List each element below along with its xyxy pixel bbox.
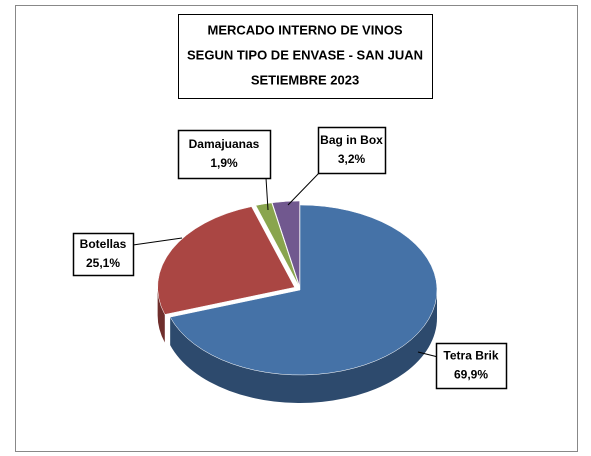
label-category: Tetra Brik: [443, 349, 498, 363]
pie-slice: [169, 204, 438, 376]
label-box: [177, 129, 272, 180]
label-value: 3,2%: [338, 152, 366, 166]
pie-slice: [255, 202, 300, 287]
leader-line: [265, 177, 269, 211]
label-category: Damajuanas: [189, 137, 260, 151]
label-box: [72, 232, 135, 277]
label-box: [317, 126, 387, 175]
chart-title: SETIEMBRE 2023: [251, 72, 359, 87]
label-value: 1,9%: [210, 156, 238, 170]
label-value: 25,1%: [86, 256, 120, 270]
chart-title: SEGUN TIPO DE ENVASE - SAN JUAN: [187, 47, 423, 62]
pie-slice: [157, 206, 296, 315]
leader-line: [417, 351, 439, 358]
leader-line: [132, 237, 183, 246]
title-frame: [178, 14, 433, 99]
pie-tops: [157, 200, 438, 376]
label-category: Botellas: [80, 237, 127, 251]
title-box: MERCADO INTERNO DE VINOS SEGUN TIPO DE E…: [178, 14, 433, 99]
chart-title: MERCADO INTERNO DE VINOS: [207, 22, 402, 37]
label-box: [435, 342, 508, 390]
leader-line: [287, 171, 321, 206]
pie-slice-side: [170, 290, 437, 403]
label-category: Bag in Box: [320, 133, 383, 147]
label-value: 69,9%: [454, 368, 488, 382]
pie-slice: [271, 200, 300, 287]
data-labels: Tetra Brik 69,9% Botellas 25,1% Damajuanas 1,…: [72, 126, 508, 390]
